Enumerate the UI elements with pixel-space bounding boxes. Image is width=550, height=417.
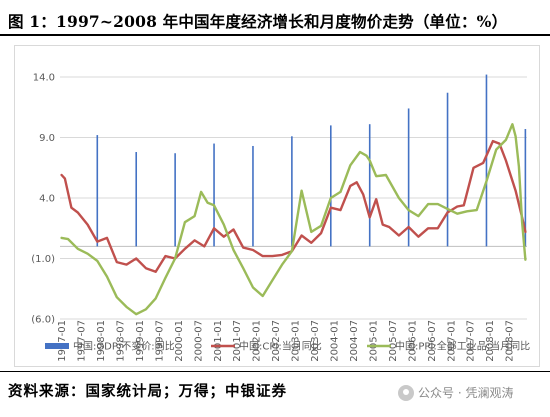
footer-divider bbox=[0, 371, 550, 372]
source-note: 资料来源：国家统计局；万得；中银证券 bbox=[8, 383, 287, 400]
x-tick-label: 2004-01 bbox=[330, 320, 341, 362]
x-tick-label: 2001-01 bbox=[213, 320, 224, 362]
gdp-bar bbox=[213, 143, 215, 247]
x-tick-label: 2000-01 bbox=[174, 320, 185, 362]
x-tick-label: 2008-01 bbox=[485, 320, 496, 362]
chart-title: 图 1：1997~2008 年中国年度经济增长和月度物价走势（单位：%） bbox=[8, 12, 508, 31]
legend-label: 中国:GDP:不变价:同比 bbox=[73, 340, 175, 353]
chart-plot: 14.0 9.0 4.0 (1.0) (6.0) 1997-01 1997-07 1998-… bbox=[31, 73, 530, 362]
cpi-line bbox=[60, 139, 527, 274]
gdp-bar bbox=[446, 92, 449, 247]
chart-frame: 14.0 9.0 4.0 (1.0) (6.0) 1997-01 1997-07 1998-… bbox=[14, 45, 540, 367]
gdp-bar bbox=[135, 152, 138, 247]
legend: 中国:GDP:不变价:同比 中国:CPI:当月同比 中国:PPI:全部工业品:当月同… bbox=[45, 340, 530, 353]
gdp-bar bbox=[329, 125, 332, 247]
x-tick-label: 1997-01 bbox=[57, 320, 68, 362]
y-tick-label: (1.0) bbox=[31, 254, 55, 265]
ppi-line bbox=[60, 122, 527, 316]
x-tick-label: 2003-01 bbox=[291, 320, 302, 362]
gdp-bar bbox=[291, 136, 293, 247]
x-tick-label: 2006-01 bbox=[407, 320, 418, 362]
gdp-bar bbox=[96, 135, 99, 247]
y-tick-label: (6.0) bbox=[31, 315, 55, 326]
x-tick-label: 1998-07 bbox=[115, 320, 126, 362]
y-tick-label: 9.0 bbox=[39, 133, 55, 144]
x-tick-label: 2000-07 bbox=[193, 320, 204, 362]
wechat-account-icon bbox=[398, 384, 414, 401]
x-tick-label: 2008-07 bbox=[505, 320, 516, 362]
legend-label: 中国:PPI:全部工业品:当月同比 bbox=[395, 340, 530, 353]
gdp-bar bbox=[485, 74, 488, 247]
legend-swatch-gdp bbox=[45, 343, 69, 349]
gdp-bar bbox=[368, 124, 371, 247]
x-tick-label: 2005-01 bbox=[368, 320, 379, 362]
x-tick-label: 2003-07 bbox=[310, 320, 321, 362]
gridlines bbox=[60, 76, 527, 320]
y-tick-label: 14.0 bbox=[33, 73, 55, 84]
gdp-bar bbox=[174, 153, 176, 247]
x-tick-label: 2007-07 bbox=[466, 320, 477, 362]
x-tick-label: 2004-07 bbox=[349, 320, 360, 362]
x-tick-label: 1998-01 bbox=[96, 320, 107, 362]
watermark-text: 公众号 · 凭澜观涛 bbox=[418, 386, 514, 400]
x-tick-label: 2005-07 bbox=[388, 320, 399, 362]
x-axis-ticks: 1997-01 1997-07 1998-01 1998-07 1999-01 1999-… bbox=[57, 320, 516, 362]
x-tick-label: 2002-01 bbox=[252, 320, 263, 362]
x-tick-label: 2007-01 bbox=[446, 320, 457, 362]
x-tick-label: 2001-07 bbox=[232, 320, 243, 362]
gdp-bar bbox=[252, 145, 254, 247]
x-tick-label: 1999-01 bbox=[135, 320, 146, 362]
y-tick-label: 4.0 bbox=[39, 194, 55, 205]
x-tick-label: 1997-07 bbox=[77, 320, 88, 362]
gdp-bar bbox=[407, 108, 410, 247]
legend-label: 中国:CPI:当月同比 bbox=[239, 340, 322, 353]
y-axis-ticks: 14.0 9.0 4.0 (1.0) (6.0) bbox=[31, 73, 55, 326]
x-tick-label: 2002-07 bbox=[271, 320, 282, 362]
x-tick-label: 2006-07 bbox=[427, 320, 438, 362]
watermark: 公众号 · 凭澜观涛 bbox=[398, 384, 513, 401]
gdp-bars bbox=[96, 74, 527, 247]
x-tick-label: 1999-07 bbox=[154, 320, 165, 362]
gdp-bar bbox=[524, 129, 527, 247]
title-divider bbox=[0, 34, 550, 36]
series-lines bbox=[60, 122, 527, 316]
